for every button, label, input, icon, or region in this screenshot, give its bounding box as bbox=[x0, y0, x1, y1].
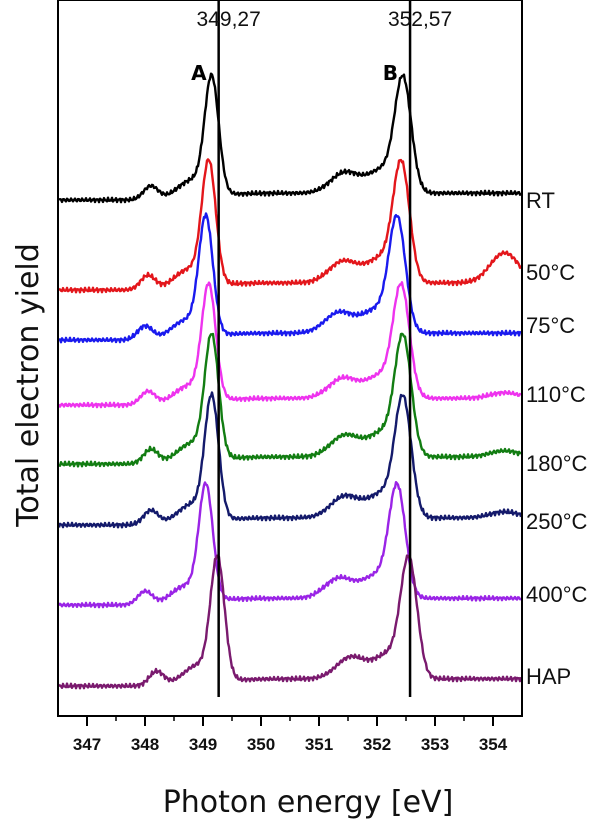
x-tick-label: 350 bbox=[247, 735, 275, 754]
spectrum-curve bbox=[57, 281, 522, 409]
spectrum-curve bbox=[57, 481, 522, 609]
spectrum-curve bbox=[57, 391, 523, 529]
x-axis-ticks: 347 348 349 350 351 352 353 354 bbox=[73, 716, 508, 754]
spectra-curves bbox=[57, 72, 523, 690]
peak-letter: A bbox=[191, 61, 207, 85]
spectrum-curve bbox=[58, 332, 522, 468]
series-label: 180°C bbox=[526, 451, 588, 476]
spectrum-curve bbox=[58, 72, 523, 204]
x-tick-label: 351 bbox=[305, 735, 333, 754]
series-label: 250°C bbox=[526, 509, 588, 534]
y-axis-title: Total electron yield bbox=[11, 243, 46, 528]
spectrum-curve bbox=[58, 554, 523, 690]
series-label: RT bbox=[526, 188, 555, 213]
series-label: HAP bbox=[526, 664, 571, 689]
peak-value-label: 352,57 bbox=[388, 8, 452, 31]
spectrum-curve bbox=[58, 212, 522, 344]
x-tick-label: 354 bbox=[479, 735, 508, 754]
x-axis-title: Photon energy [eV] bbox=[163, 785, 454, 820]
plot-frame bbox=[57, 0, 523, 717]
series-labels: RT 50°C 75°C 110°C 180°C 250°C 400°C HAP bbox=[526, 188, 588, 689]
x-tick-label: 353 bbox=[421, 735, 449, 754]
x-tick-label: 347 bbox=[73, 735, 101, 754]
series-label: 110°C bbox=[526, 382, 586, 407]
peak-labels: A 349,27 B 352,57 bbox=[191, 8, 452, 85]
series-label: 50°C bbox=[526, 260, 575, 285]
x-tick-label: 348 bbox=[131, 735, 159, 754]
x-tick-label: 352 bbox=[363, 735, 391, 754]
spectrum-curve bbox=[58, 158, 523, 294]
reference-lines bbox=[217, 0, 412, 697]
series-label: 75°C bbox=[526, 313, 575, 338]
peak-letter: B bbox=[383, 61, 398, 85]
series-label: 400°C bbox=[526, 582, 588, 607]
peak-value-label: 349,27 bbox=[197, 8, 261, 31]
x-tick-label: 349 bbox=[189, 735, 217, 754]
